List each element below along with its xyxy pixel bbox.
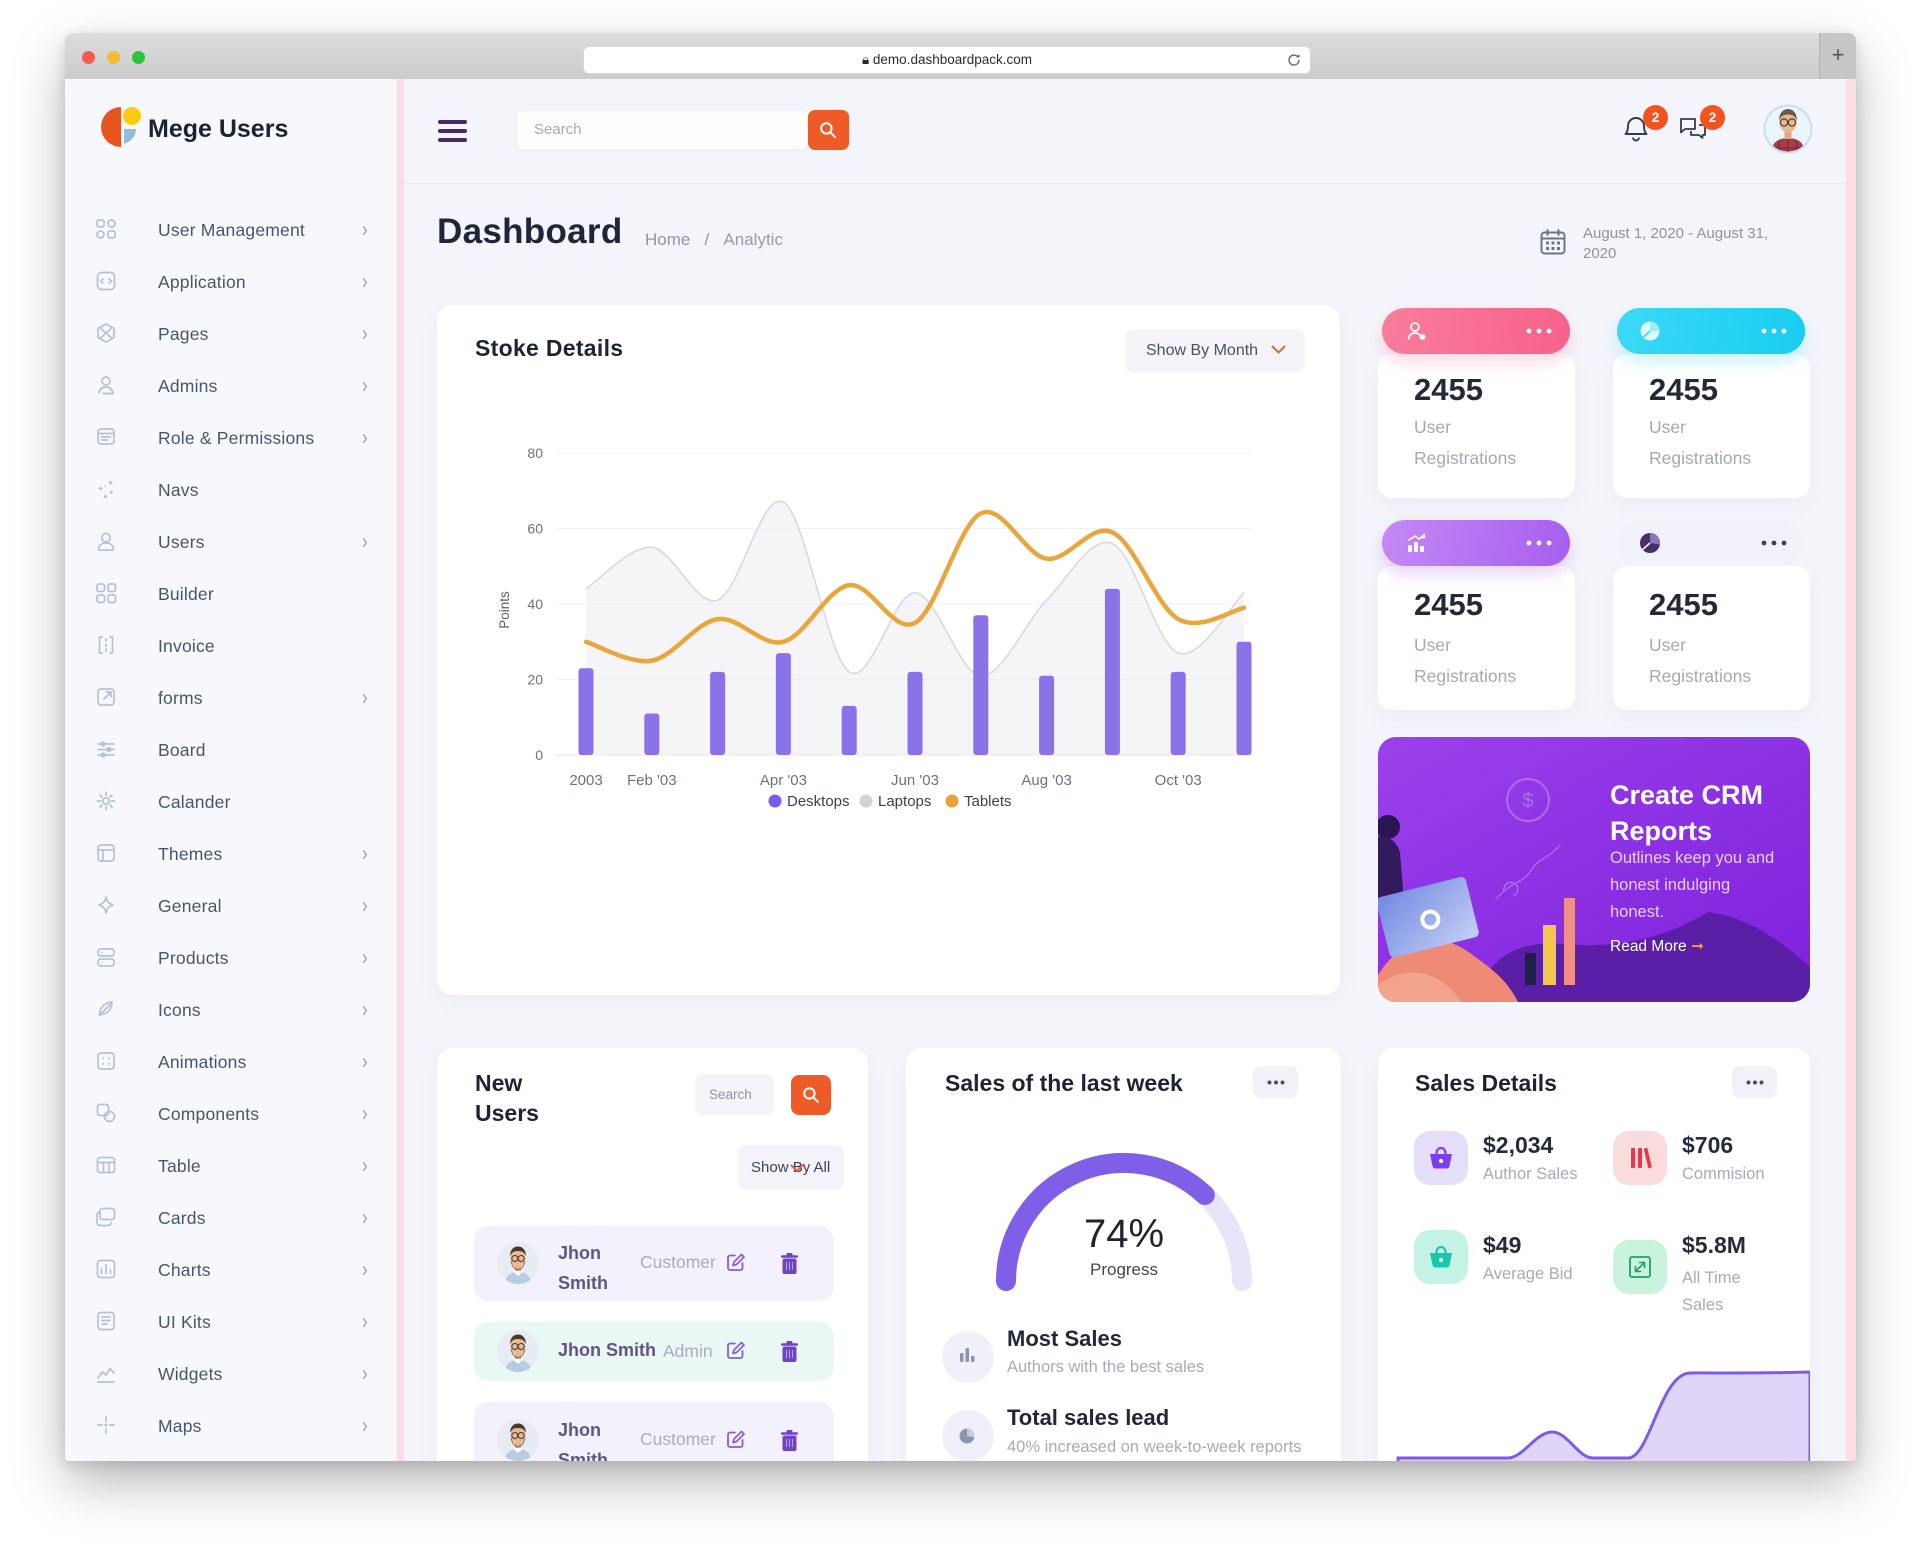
- svg-text:40: 40: [527, 596, 543, 612]
- svg-text:$: $: [1522, 790, 1533, 812]
- svg-text:Feb '03: Feb '03: [627, 772, 677, 789]
- svg-text:Apr '03: Apr '03: [760, 772, 807, 789]
- svg-text:Jun '03: Jun '03: [891, 772, 939, 789]
- svg-text:2003: 2003: [569, 772, 602, 789]
- svg-text:Points: Points: [497, 591, 512, 629]
- svg-text:0: 0: [535, 747, 543, 763]
- svg-text:Laptops: Laptops: [878, 793, 931, 810]
- svg-text:60: 60: [527, 521, 543, 537]
- svg-text:Oct '03: Oct '03: [1155, 772, 1202, 789]
- svg-text:Desktops: Desktops: [787, 793, 850, 810]
- svg-text:20: 20: [527, 672, 543, 688]
- svg-text:Aug '03: Aug '03: [1021, 772, 1071, 789]
- svg-text:80: 80: [527, 445, 543, 461]
- svg-text:Tablets: Tablets: [964, 793, 1012, 810]
